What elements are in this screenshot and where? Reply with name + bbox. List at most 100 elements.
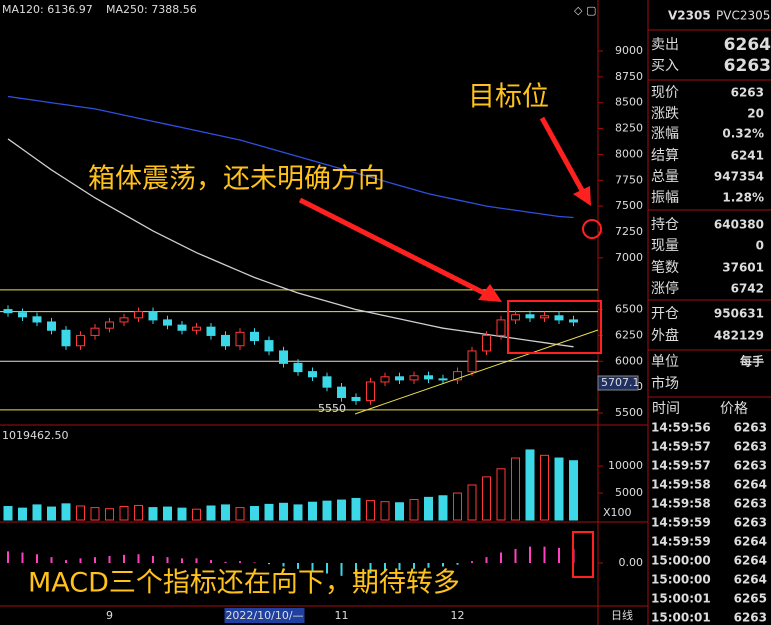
macd-bar xyxy=(500,552,502,563)
macd-bar xyxy=(224,561,227,563)
macd-bar xyxy=(123,554,125,563)
quote-label: 现价 xyxy=(651,85,679,101)
candle-body xyxy=(221,334,230,347)
ma-line xyxy=(7,95,574,219)
highlight-box xyxy=(572,531,594,578)
overlay xyxy=(298,116,602,578)
quote-label: 涨幅 xyxy=(651,126,679,142)
y-tick-label: 10000 xyxy=(608,459,643,472)
volume-bar xyxy=(293,504,303,521)
candle-body xyxy=(525,314,535,319)
quote-value: 6742 xyxy=(731,282,764,296)
macd-bar xyxy=(355,563,357,577)
volume-bar xyxy=(76,505,85,521)
volume-bar xyxy=(47,506,56,521)
volume-bar xyxy=(134,504,143,521)
volume-bar xyxy=(554,457,564,521)
trade-price: 6264 xyxy=(734,535,767,549)
arrow xyxy=(298,197,492,299)
macd-bar xyxy=(529,546,531,563)
y-tick-label: 8750 xyxy=(615,70,643,83)
y-tick-label: 6250 xyxy=(615,328,643,341)
candle-body xyxy=(540,315,549,319)
volume-bar xyxy=(18,507,27,521)
candle-body xyxy=(279,350,288,364)
candle-body xyxy=(554,315,564,321)
volume-bar xyxy=(105,508,114,521)
annotation: 箱体震荡，还未明确方向 xyxy=(88,164,385,195)
macd-bar xyxy=(36,554,38,563)
macd-bar xyxy=(195,558,198,563)
y-tick-label: 5500 xyxy=(615,406,643,419)
x-tick-label: 12 xyxy=(451,609,465,622)
macd-bar xyxy=(427,563,430,568)
macd-bar xyxy=(108,556,111,563)
macd-bar xyxy=(94,557,96,563)
trade-price: 6263 xyxy=(734,497,767,511)
macd-bar xyxy=(369,563,372,574)
volume-bar xyxy=(409,499,419,521)
highlight-box xyxy=(507,300,602,354)
x-tick-label: 2022/10/10/— xyxy=(225,609,303,622)
icon[interactable]: ◇ ▢ xyxy=(574,4,596,17)
candle-body xyxy=(366,381,375,402)
trade-time: 14:59:56 xyxy=(651,421,711,435)
volume-bar xyxy=(511,457,520,521)
volume-unit: X100 xyxy=(603,506,632,519)
macd-bar xyxy=(21,552,24,563)
quote-value: 482129 xyxy=(714,329,764,343)
x-tick-label: 11 xyxy=(335,609,349,622)
macd-bar xyxy=(253,562,256,563)
candle-body xyxy=(467,350,477,373)
candle-body xyxy=(3,309,13,314)
volume-bar xyxy=(424,496,433,521)
macd-bar xyxy=(384,563,386,572)
macd-bar xyxy=(543,546,546,563)
y-tick-label: 7500 xyxy=(615,199,643,212)
volume-bar xyxy=(395,502,404,521)
quote-label: 持仓 xyxy=(651,217,679,233)
trend-line xyxy=(354,329,599,415)
contract: V2305 xyxy=(668,9,711,23)
volume-bar xyxy=(366,500,375,521)
volume-bar xyxy=(163,506,172,521)
candle-body xyxy=(395,376,404,381)
candle-body xyxy=(351,396,361,402)
candle-body xyxy=(337,386,346,398)
y-tick-label: 7250 xyxy=(615,225,643,238)
candle-body xyxy=(148,311,158,321)
trade-time: 14:59:59 xyxy=(651,516,711,530)
price-tag: 5707.1 xyxy=(601,376,640,389)
macd-bar xyxy=(311,563,314,572)
volume-bar xyxy=(206,505,216,521)
candle-body xyxy=(90,327,100,336)
candle-body xyxy=(206,326,216,336)
macd-bar xyxy=(282,563,285,567)
candle-body xyxy=(293,362,303,373)
y-tick-label: 9000 xyxy=(615,44,643,57)
volume-bar xyxy=(264,503,274,521)
quote-label: 单位 xyxy=(651,354,679,370)
quote-value: 20 xyxy=(747,107,764,121)
arrow-head xyxy=(573,186,591,206)
quote-label: 卖出 xyxy=(651,37,679,53)
macd-bar xyxy=(166,557,169,563)
macd-bar xyxy=(398,563,401,570)
volume-bar xyxy=(279,502,288,521)
candle-body xyxy=(47,321,56,331)
candle-body xyxy=(438,378,448,381)
quote-value: 1.28% xyxy=(722,191,764,205)
quote-label: 结算 xyxy=(651,148,679,164)
trade-header: 价格 xyxy=(720,401,748,417)
candle-body xyxy=(380,376,390,383)
quote-value: 6263 xyxy=(724,56,771,76)
trade-price: 6263 xyxy=(734,611,767,625)
macd-bar xyxy=(471,561,473,563)
quote-value: 6264 xyxy=(724,35,771,55)
volume-bar xyxy=(482,476,491,521)
quote-value: 947354 xyxy=(714,170,764,184)
volume-title: 1019462.50 xyxy=(2,429,68,442)
y-tick-label: 6500 xyxy=(615,303,643,316)
candle-body xyxy=(569,319,578,323)
